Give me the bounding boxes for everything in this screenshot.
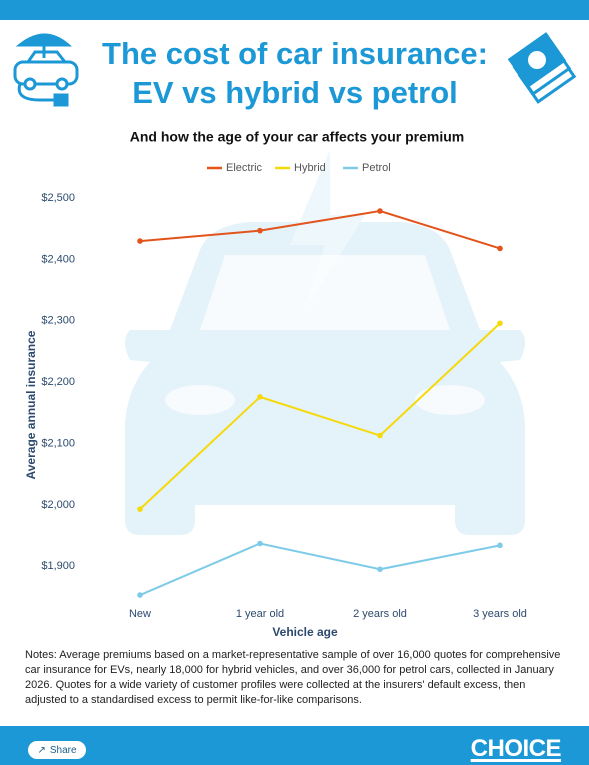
subtitle: And how the age of your car affects your… xyxy=(130,129,465,145)
data-point xyxy=(497,542,503,549)
car-icon xyxy=(13,33,79,107)
data-point xyxy=(497,245,503,252)
top-bar xyxy=(0,0,589,20)
share-label: Share xyxy=(49,744,77,756)
car-silhouette xyxy=(125,150,525,535)
y-axis-label: Average annual insurance xyxy=(24,330,38,479)
x-axis-label: Vehicle age xyxy=(272,625,338,639)
title-line: The cost of car insurance: xyxy=(102,36,488,71)
legend-label: Petrol xyxy=(362,162,391,174)
share-icon: ↗ xyxy=(37,744,46,756)
series-line xyxy=(139,542,501,596)
y-tick-label: $2,000 xyxy=(41,499,75,511)
x-tick-label: 1 year old xyxy=(236,608,284,620)
money-icon xyxy=(507,32,577,104)
data-point xyxy=(257,394,263,400)
data-point xyxy=(497,320,503,327)
data-point xyxy=(137,506,143,512)
data-point xyxy=(377,208,383,214)
x-tick-label: New xyxy=(129,608,151,620)
series-line xyxy=(139,209,501,250)
x-tick-label: 2 years old xyxy=(353,608,407,620)
title-line: EV vs hybrid vs petrol xyxy=(132,75,458,110)
bottom-bar xyxy=(0,726,589,765)
y-tick-label: $1,900 xyxy=(41,560,75,572)
legend-label: Electric xyxy=(226,162,263,174)
y-tick-label: $2,500 xyxy=(41,192,75,204)
data-point xyxy=(377,566,383,573)
legend-label: Hybrid xyxy=(294,162,326,174)
notes: Notes: Average premiums based on a marke… xyxy=(25,649,561,706)
logo: CHOICE xyxy=(470,735,562,762)
y-tick-label: $2,100 xyxy=(41,437,75,449)
data-point xyxy=(377,432,383,439)
y-tick-label: $2,400 xyxy=(41,253,75,265)
y-tick-label: $2,300 xyxy=(41,315,75,327)
data-point xyxy=(257,227,263,234)
data-point xyxy=(137,592,143,598)
series-line xyxy=(139,322,501,510)
data-point xyxy=(137,238,143,244)
x-tick-label: 3 years old xyxy=(473,608,527,620)
y-tick-label: $2,200 xyxy=(41,376,75,388)
data-point xyxy=(257,540,263,547)
share-button[interactable]: ↗ Share xyxy=(28,741,86,759)
